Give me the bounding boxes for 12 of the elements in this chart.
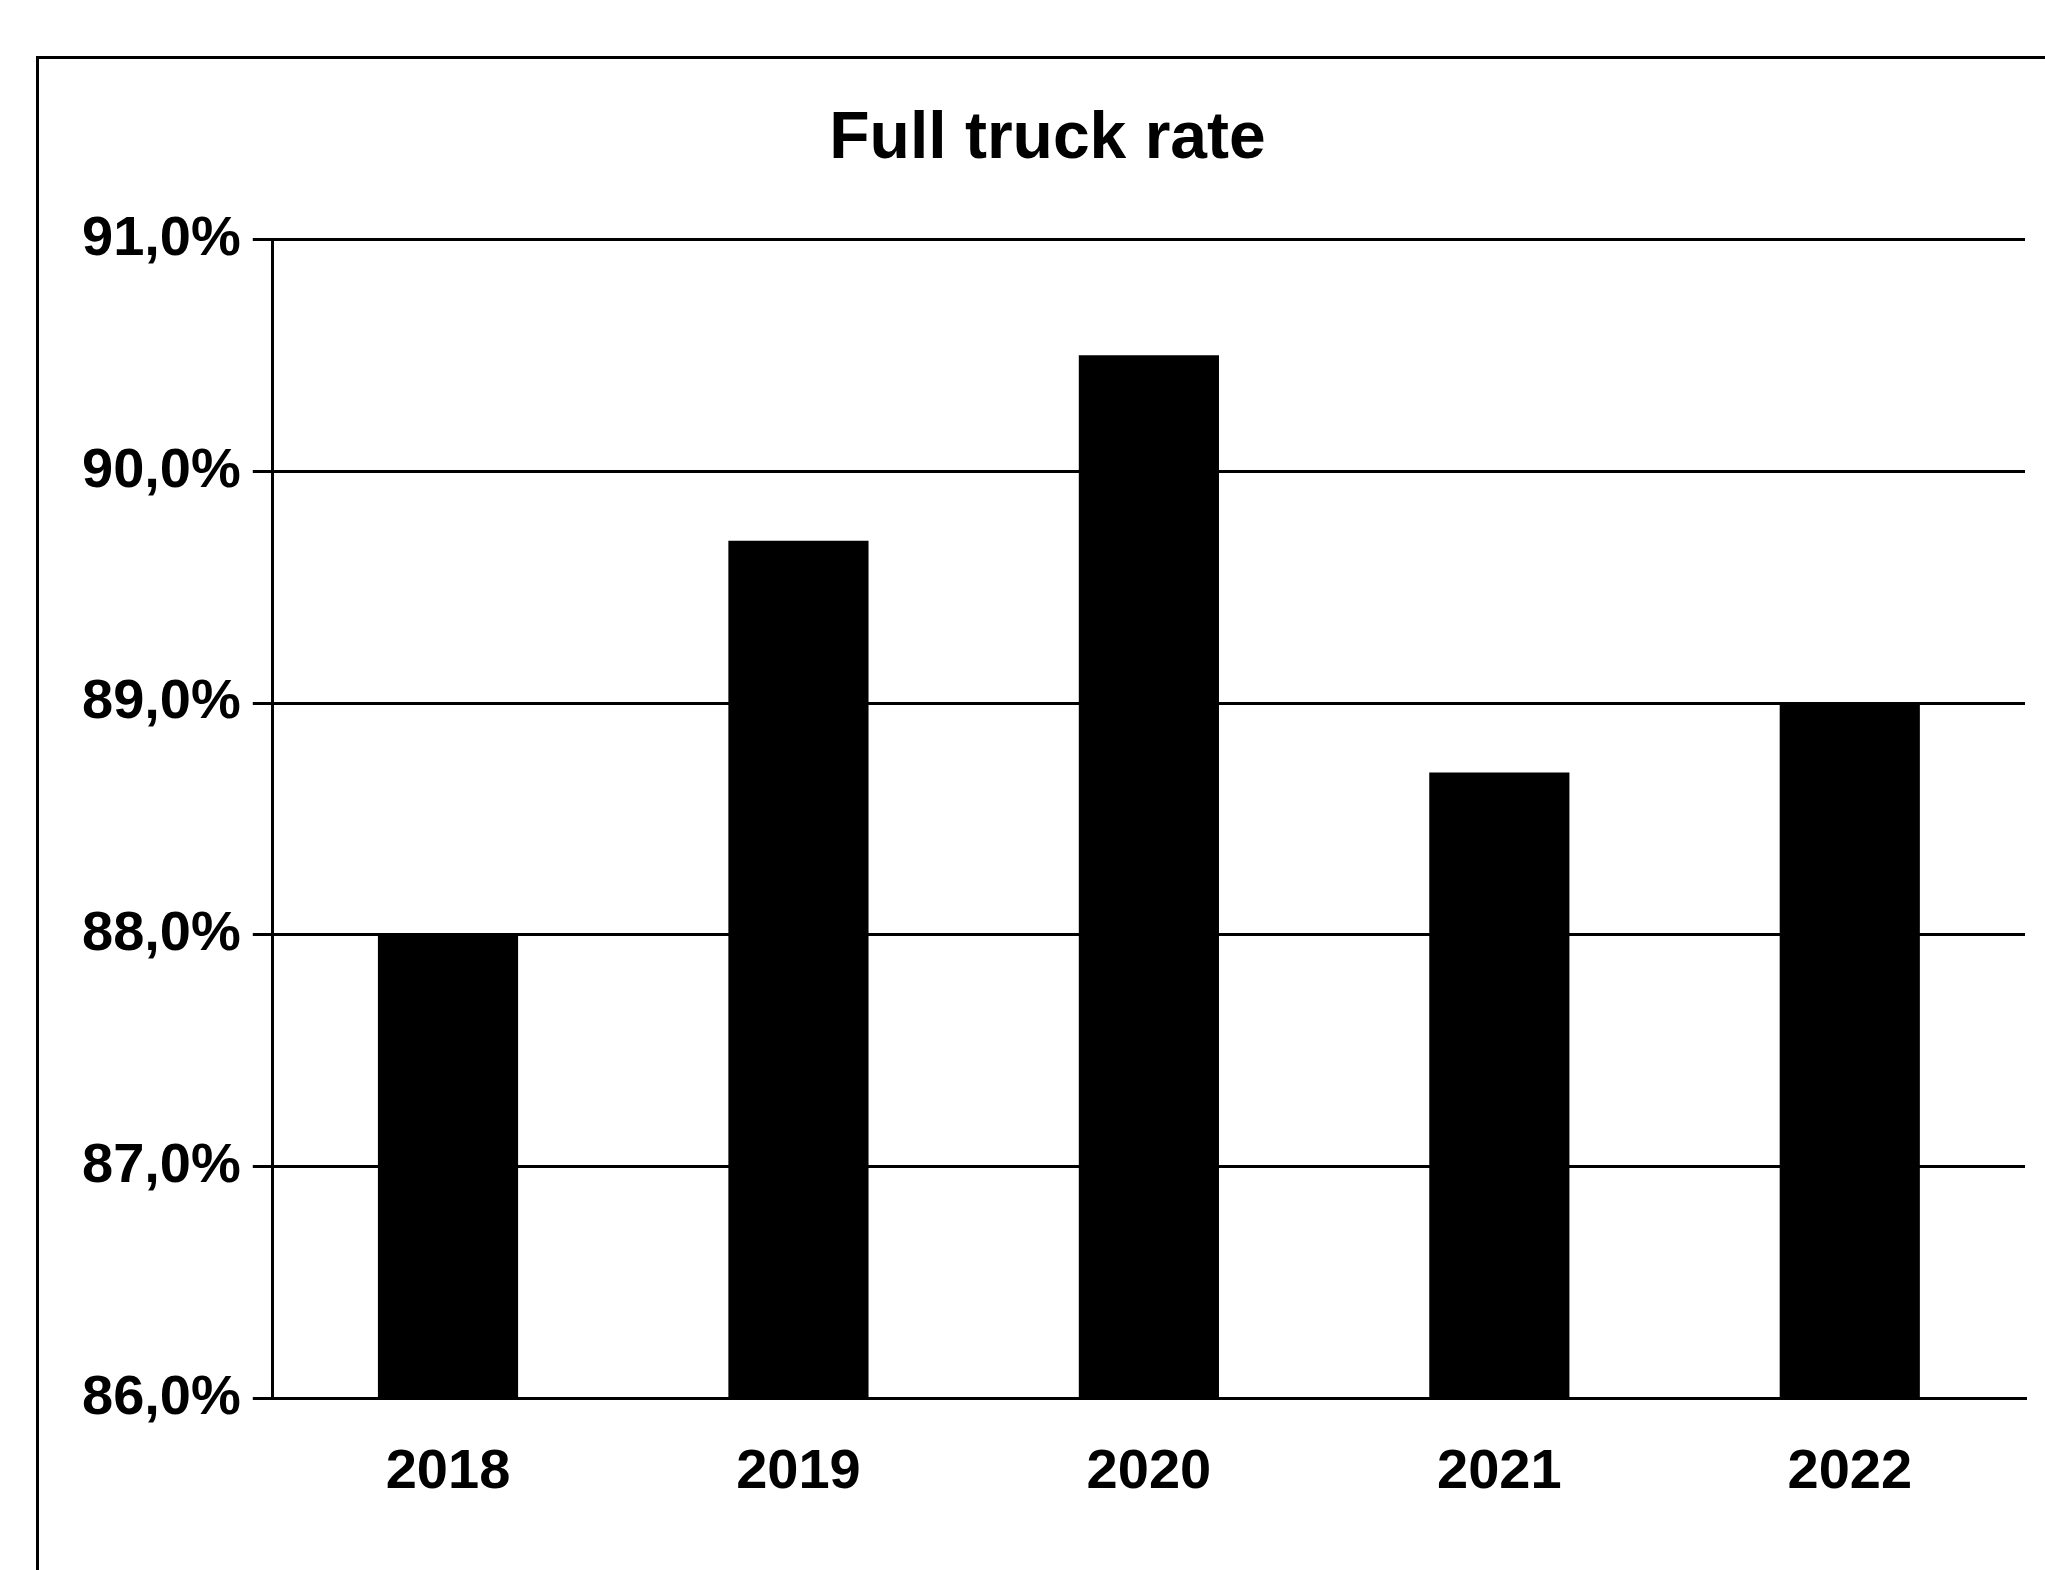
x-tick-label: 2021: [1437, 1436, 1562, 1500]
y-tick-label: 88,0%: [81, 899, 241, 963]
x-tick-label: 2019: [736, 1436, 861, 1500]
y-tick-label: 89,0%: [81, 667, 241, 731]
y-tick-label: 90,0%: [81, 435, 241, 499]
chart-title: Full truck rate: [829, 97, 1266, 172]
y-tick-label: 91,0%: [81, 203, 241, 267]
y-tick-label: 86,0%: [81, 1363, 241, 1427]
x-tick-label: 2022: [1787, 1436, 1913, 1500]
x-tick-label: 2020: [1086, 1436, 1212, 1500]
x-tick-label: 2018: [385, 1436, 511, 1500]
y-tick-label: 87,0%: [81, 1131, 241, 1195]
